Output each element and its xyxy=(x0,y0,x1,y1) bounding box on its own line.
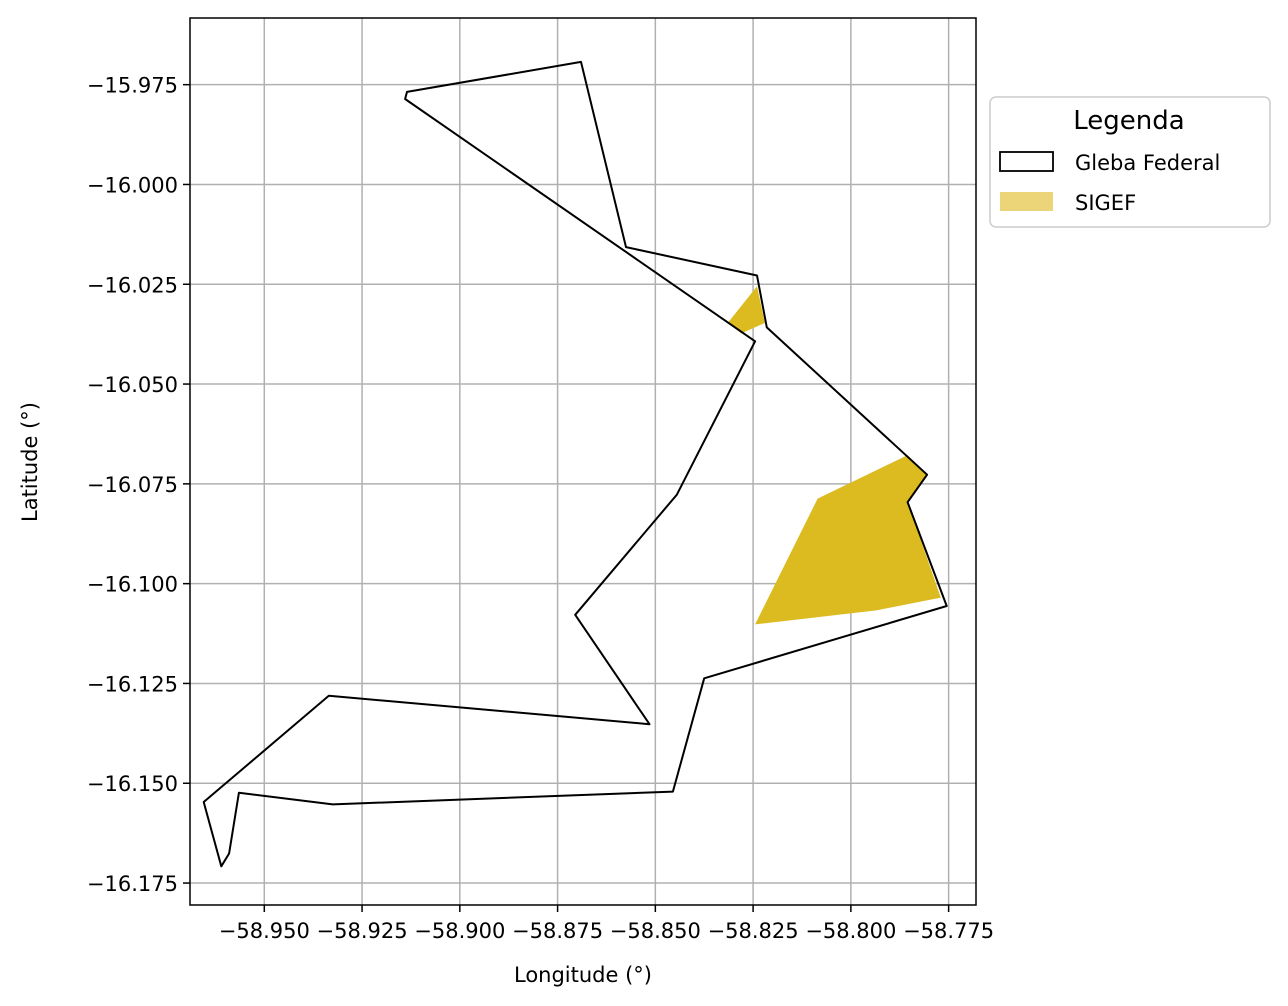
y-tick-label: −16.100 xyxy=(87,573,178,597)
legend-swatch-gleba-federal xyxy=(999,151,1054,172)
x-tick-label: −58.900 xyxy=(414,919,505,943)
x-tick-label: −58.875 xyxy=(512,919,603,943)
axis-ticks xyxy=(183,83,950,912)
gleba-federal-polygon-0 xyxy=(202,60,948,868)
x-tick-label: −58.775 xyxy=(903,919,994,943)
x-tick-label: −58.850 xyxy=(610,919,701,943)
legend: Legenda Gleba Federal SIGEF xyxy=(989,96,1271,228)
legend-label-gleba-federal: Gleba Federal xyxy=(1075,151,1220,175)
x-tick-label: −58.950 xyxy=(219,919,310,943)
y-tick-label: −16.075 xyxy=(87,473,178,497)
y-axis-title: Latitude (°) xyxy=(18,402,42,522)
plot-frame xyxy=(189,17,977,906)
y-tick-label: −16.125 xyxy=(87,672,178,696)
y-tick-label: −16.025 xyxy=(87,273,178,297)
x-tick-label: −58.925 xyxy=(317,919,408,943)
y-tick-label: −16.150 xyxy=(87,772,178,796)
sigef-polygon-0 xyxy=(727,286,765,334)
map-layers xyxy=(202,60,948,868)
x-axis-title: Longitude (°) xyxy=(514,963,652,987)
x-tick-label: −58.800 xyxy=(805,919,896,943)
y-tick-label: −16.175 xyxy=(87,872,178,896)
legend-swatch-sigef xyxy=(1000,192,1053,211)
y-tick-label: −16.000 xyxy=(87,173,178,197)
y-tick-label: −15.975 xyxy=(87,74,178,98)
sigef-polygon-1 xyxy=(755,455,941,625)
x-tick-label: −58.825 xyxy=(708,919,799,943)
axis-tick-labels: −58.950 −58.925 −58.900 −58.875 −58.850 −58.8… xyxy=(87,74,994,943)
grid-lines xyxy=(190,18,976,905)
legend-title: Legenda xyxy=(1073,106,1184,136)
legend-box xyxy=(989,96,1271,228)
y-tick-label: −16.050 xyxy=(87,373,178,397)
legend-label-sigef: SIGEF xyxy=(1075,191,1136,215)
